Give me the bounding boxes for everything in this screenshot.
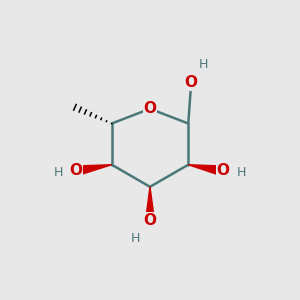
Text: H: H	[237, 166, 246, 178]
Text: O: O	[143, 101, 157, 116]
Text: O: O	[69, 163, 82, 178]
Polygon shape	[188, 165, 221, 175]
Text: H: H	[54, 166, 63, 178]
Text: H: H	[130, 232, 140, 245]
Polygon shape	[77, 165, 112, 175]
Text: O: O	[185, 75, 198, 90]
Text: O: O	[143, 213, 157, 228]
Polygon shape	[145, 187, 155, 222]
Text: O: O	[217, 163, 230, 178]
Text: H: H	[198, 58, 208, 71]
